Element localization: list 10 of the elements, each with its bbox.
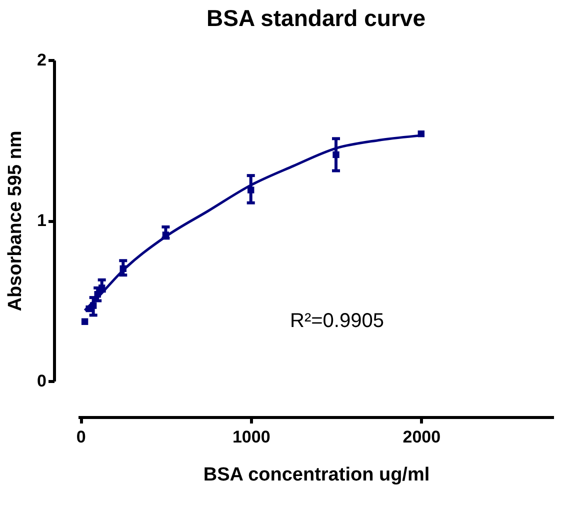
x-tick-label: 0	[76, 428, 86, 446]
y-axis-title: Absorbance 595 nm	[5, 130, 26, 312]
y-tick-label: 2	[37, 50, 46, 70]
y-tick-label: 0	[37, 372, 46, 390]
x-axis-title: BSA concentration ug/ml	[203, 464, 430, 486]
x-tick-label: 2000	[402, 428, 441, 446]
chart-title: BSA standard curve	[206, 5, 426, 31]
x-tick-label: 1000	[232, 428, 270, 446]
y-tick-label: 1	[37, 211, 46, 230]
annotation: R²=0.9905	[290, 310, 384, 332]
